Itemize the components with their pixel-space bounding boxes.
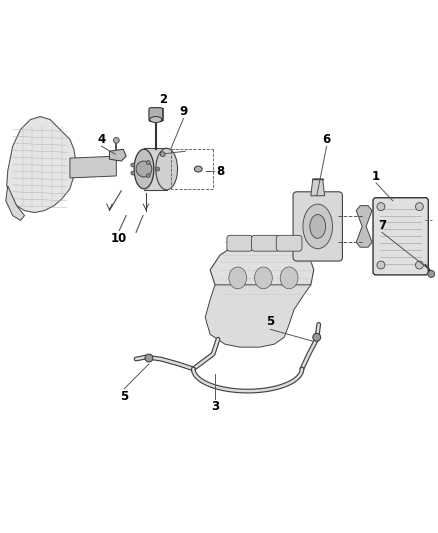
Circle shape xyxy=(377,261,385,269)
Polygon shape xyxy=(210,240,314,304)
FancyBboxPatch shape xyxy=(276,236,302,251)
Circle shape xyxy=(136,161,152,177)
FancyBboxPatch shape xyxy=(149,108,163,122)
Ellipse shape xyxy=(280,267,298,289)
Polygon shape xyxy=(205,285,311,347)
Text: 5: 5 xyxy=(266,315,275,328)
Circle shape xyxy=(428,270,435,277)
Text: 4: 4 xyxy=(97,133,106,146)
Circle shape xyxy=(113,138,119,143)
Ellipse shape xyxy=(310,215,325,238)
FancyBboxPatch shape xyxy=(251,236,279,251)
Text: 9: 9 xyxy=(179,105,187,118)
Circle shape xyxy=(146,174,150,177)
Circle shape xyxy=(146,160,150,164)
Circle shape xyxy=(160,152,165,157)
Polygon shape xyxy=(311,179,325,196)
Text: 5: 5 xyxy=(120,390,128,403)
Text: 1: 1 xyxy=(372,171,380,183)
Ellipse shape xyxy=(134,149,154,189)
FancyBboxPatch shape xyxy=(227,236,253,251)
Circle shape xyxy=(377,203,385,211)
Ellipse shape xyxy=(156,148,177,190)
Polygon shape xyxy=(70,156,117,178)
Polygon shape xyxy=(110,149,126,161)
Polygon shape xyxy=(144,148,167,190)
Circle shape xyxy=(156,167,160,171)
Text: 7: 7 xyxy=(378,219,386,232)
Text: 3: 3 xyxy=(211,400,219,413)
Circle shape xyxy=(416,203,424,211)
Text: 2: 2 xyxy=(159,93,167,106)
FancyBboxPatch shape xyxy=(373,198,428,275)
Ellipse shape xyxy=(150,117,162,123)
FancyBboxPatch shape xyxy=(293,192,343,261)
Ellipse shape xyxy=(254,267,272,289)
Ellipse shape xyxy=(303,204,332,249)
Circle shape xyxy=(131,171,135,175)
Text: 10: 10 xyxy=(111,232,127,245)
Polygon shape xyxy=(356,206,372,247)
Text: 6: 6 xyxy=(322,133,331,146)
Circle shape xyxy=(145,354,153,362)
Ellipse shape xyxy=(229,267,247,289)
Circle shape xyxy=(131,163,135,167)
Text: 8: 8 xyxy=(216,165,224,177)
Circle shape xyxy=(416,261,424,269)
Polygon shape xyxy=(7,117,76,213)
Ellipse shape xyxy=(194,166,202,172)
Polygon shape xyxy=(6,186,25,221)
Circle shape xyxy=(313,333,321,341)
